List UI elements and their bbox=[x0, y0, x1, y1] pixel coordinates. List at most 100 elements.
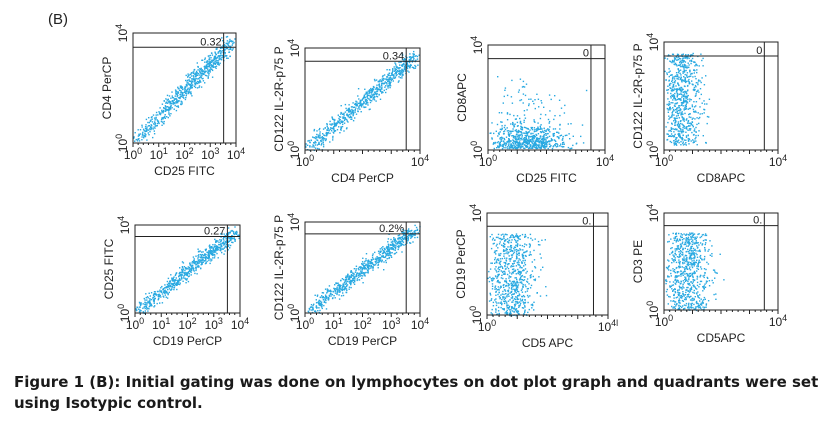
dot bbox=[404, 234, 406, 237]
dot bbox=[329, 123, 331, 125]
dot bbox=[695, 63, 697, 66]
dot bbox=[516, 245, 519, 248]
dot bbox=[220, 239, 223, 241]
dot bbox=[379, 250, 381, 252]
dot bbox=[693, 69, 695, 71]
dot bbox=[515, 255, 518, 257]
dot bbox=[679, 60, 681, 62]
dot bbox=[312, 307, 314, 309]
dot bbox=[372, 266, 374, 268]
dot bbox=[157, 114, 159, 116]
dot bbox=[340, 121, 342, 124]
dot bbox=[331, 123, 333, 126]
dot bbox=[233, 237, 235, 239]
dot bbox=[336, 293, 338, 296]
dot bbox=[557, 131, 559, 134]
dot bbox=[218, 243, 220, 246]
dot bbox=[523, 144, 525, 146]
dot bbox=[369, 96, 372, 99]
dot bbox=[184, 89, 186, 91]
dot bbox=[511, 145, 514, 147]
dot bbox=[676, 65, 678, 67]
dot bbox=[678, 124, 681, 126]
dot bbox=[675, 120, 677, 123]
dot bbox=[404, 69, 407, 71]
dot bbox=[698, 91, 700, 93]
dot bbox=[146, 296, 149, 298]
dot bbox=[149, 305, 151, 307]
dot bbox=[331, 127, 333, 130]
dot bbox=[342, 284, 344, 286]
dot bbox=[679, 133, 681, 135]
dot bbox=[326, 129, 329, 131]
dot bbox=[523, 251, 525, 254]
dot bbox=[502, 144, 505, 146]
dot bbox=[527, 287, 529, 290]
dot bbox=[557, 145, 559, 148]
tick-label: 101 bbox=[150, 146, 168, 162]
dot bbox=[178, 278, 181, 280]
dot bbox=[371, 254, 374, 257]
tick-base: 10 bbox=[124, 148, 138, 162]
dot bbox=[402, 236, 404, 238]
dot bbox=[525, 244, 528, 246]
dot bbox=[378, 93, 380, 96]
dot bbox=[168, 100, 171, 102]
dot bbox=[181, 266, 184, 268]
dot bbox=[514, 249, 516, 251]
dot bbox=[179, 267, 181, 269]
dot bbox=[229, 244, 232, 247]
dot bbox=[376, 256, 378, 258]
dot bbox=[312, 145, 315, 147]
tick-exp: 2 bbox=[367, 316, 372, 326]
dot bbox=[537, 244, 540, 246]
dot bbox=[146, 126, 148, 128]
dot bbox=[237, 234, 239, 236]
dot bbox=[674, 140, 677, 143]
dot bbox=[507, 140, 509, 142]
dot bbox=[138, 134, 140, 137]
dot bbox=[387, 84, 389, 87]
dot bbox=[382, 91, 384, 94]
dot bbox=[684, 81, 687, 84]
dot bbox=[526, 109, 528, 111]
dot bbox=[360, 111, 362, 113]
dot bbox=[504, 128, 507, 130]
dot bbox=[517, 240, 519, 242]
dot bbox=[179, 271, 181, 274]
dot bbox=[670, 108, 672, 110]
dot bbox=[524, 117, 527, 119]
dot bbox=[355, 100, 357, 102]
dot bbox=[695, 126, 697, 129]
dot bbox=[682, 105, 684, 107]
dot bbox=[225, 238, 227, 240]
dot bbox=[392, 70, 394, 72]
tick-label: 104 bbox=[116, 216, 132, 234]
dot bbox=[352, 114, 354, 117]
dot bbox=[387, 73, 389, 76]
dot bbox=[677, 82, 679, 84]
dot bbox=[671, 59, 674, 62]
dot bbox=[401, 251, 403, 253]
dot bbox=[354, 278, 356, 280]
dot bbox=[406, 56, 408, 59]
dot bbox=[174, 89, 177, 91]
dot bbox=[200, 75, 202, 77]
dot bbox=[144, 135, 147, 138]
dot bbox=[493, 251, 496, 254]
dot bbox=[329, 132, 331, 134]
dot bbox=[524, 301, 527, 304]
dot bbox=[515, 248, 518, 251]
dot bbox=[201, 259, 204, 261]
dot bbox=[349, 111, 351, 113]
dot bbox=[373, 96, 375, 98]
dot bbox=[682, 102, 685, 104]
dot bbox=[368, 267, 370, 269]
dot bbox=[521, 145, 524, 148]
dot bbox=[553, 132, 555, 135]
dot bbox=[174, 279, 176, 281]
dot bbox=[676, 95, 678, 97]
dot bbox=[205, 256, 207, 259]
dot bbox=[314, 144, 317, 146]
dot bbox=[501, 274, 503, 277]
